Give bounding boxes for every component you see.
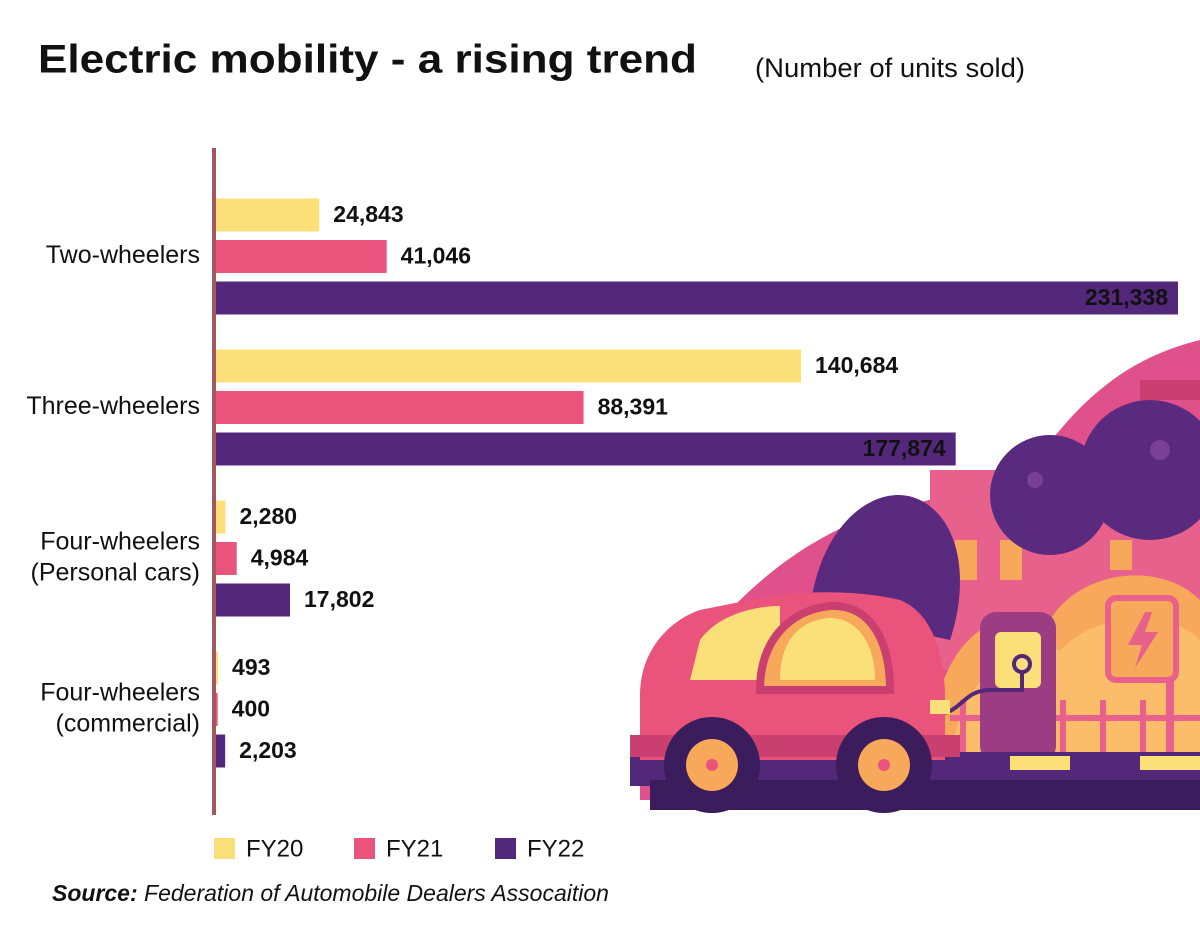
- chart-title: Electric mobility - a rising trend: [38, 38, 697, 82]
- value-label: 231,338: [1085, 284, 1168, 310]
- legend-swatch: [214, 838, 235, 859]
- source-label: Source:: [52, 880, 138, 906]
- value-label: 88,391: [598, 394, 669, 420]
- category-label: Three-wheelers: [26, 392, 200, 420]
- value-label: 2,280: [239, 503, 297, 529]
- bar: [216, 651, 219, 685]
- legend-label: FY22: [527, 835, 584, 862]
- category-label: Four-wheelers: [40, 679, 200, 707]
- value-label: 24,843: [333, 201, 403, 227]
- bar: [216, 542, 237, 575]
- value-label: 4,984: [251, 545, 309, 571]
- bar: [216, 432, 956, 466]
- legend-label: FY20: [246, 835, 303, 862]
- chart-subtitle: (Number of units sold): [755, 53, 1025, 83]
- value-label: 2,203: [239, 737, 297, 763]
- illustration: [630, 340, 1200, 813]
- value-label: 177,874: [863, 435, 946, 461]
- value-label: 400: [232, 696, 270, 722]
- source-text: Federation of Automobile Dealers Assocai…: [144, 880, 609, 906]
- category-label: Two-wheelers: [46, 241, 200, 269]
- legend-swatch: [495, 838, 516, 859]
- value-label: 493: [232, 654, 270, 680]
- legend-label: FY21: [386, 835, 443, 862]
- bar: [216, 583, 291, 617]
- bar: [216, 391, 584, 424]
- value-label: 140,684: [815, 352, 898, 378]
- value-label: 17,802: [304, 586, 374, 612]
- bar: [216, 198, 320, 232]
- bar: [216, 734, 226, 768]
- bar: [216, 693, 218, 726]
- bar: [216, 240, 387, 273]
- value-label: 41,046: [401, 243, 471, 269]
- source: Source: Federation of Automobile Dealers…: [52, 880, 609, 906]
- legend-swatch: [354, 838, 375, 859]
- category-label: (Personal cars): [31, 559, 201, 587]
- bar: [216, 500, 226, 534]
- bar: [216, 281, 1178, 315]
- bar: [216, 349, 802, 383]
- category-label: Four-wheelers: [40, 528, 200, 556]
- category-label: (commercial): [56, 710, 200, 738]
